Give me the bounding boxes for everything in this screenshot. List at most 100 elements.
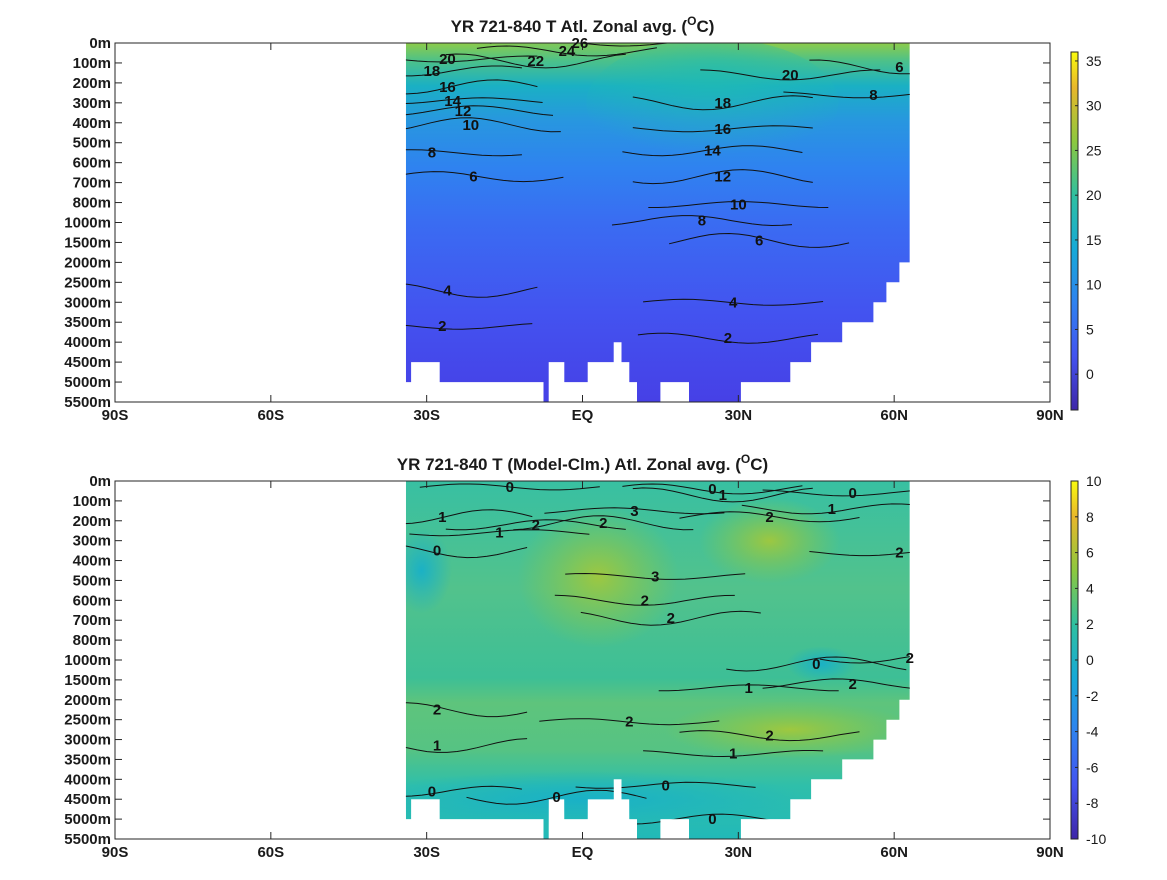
y-tick-label: 4500m: [64, 791, 111, 808]
chart-title-unit: C): [750, 455, 768, 474]
contour-line: [658, 684, 839, 692]
x-tick-label: 30S: [413, 407, 440, 424]
colorbar-tick-label: 30: [1086, 98, 1102, 114]
contour-lines: [405, 483, 910, 825]
contour-label: 3: [651, 568, 659, 585]
contour-label: 8: [698, 213, 706, 230]
y-tick-label: 1500m: [64, 234, 111, 251]
x-tick-label: 60N: [880, 407, 908, 424]
x-tick-label: 90N: [1036, 844, 1064, 861]
contour-label: 8: [428, 145, 436, 162]
y-tick-label: 2500m: [64, 274, 111, 291]
y-tick-label: 3000m: [64, 732, 111, 749]
y-tick-label: 200m: [73, 75, 111, 92]
contour-line: [611, 215, 793, 227]
contour-line: [580, 610, 761, 626]
contour-line: [679, 730, 860, 742]
contour-label: 2: [599, 515, 607, 532]
y-tick-label: 700m: [73, 612, 111, 629]
colorbar-tick-label: 0: [1086, 366, 1094, 382]
contour-label: 2: [765, 728, 773, 745]
contour-line: [409, 529, 590, 537]
x-tick-label: 30S: [413, 844, 440, 861]
colorbar-tick-label: 10: [1086, 473, 1102, 489]
contour-label: 2: [532, 517, 540, 534]
y-tick-label: 600m: [73, 592, 111, 609]
contour-line: [637, 332, 818, 344]
contour-label: 1: [495, 525, 503, 542]
x-tick-label: 30N: [725, 407, 753, 424]
contour-line: [405, 65, 522, 77]
contour-label: 0: [848, 485, 856, 502]
contour-label: 20: [439, 51, 456, 68]
contour-label: 1: [438, 509, 446, 526]
colorbar-tick-label: 5: [1086, 321, 1094, 337]
x-tick-label: 60N: [880, 844, 908, 861]
contour-label: 1: [433, 738, 441, 755]
contour-line: [762, 489, 910, 497]
contour-label: 6: [469, 169, 477, 186]
contour-line: [405, 79, 538, 95]
y-tick-label: 400m: [73, 115, 111, 132]
contour-line: [783, 91, 910, 99]
contour-label: 16: [714, 121, 731, 138]
y-tick-label: 3500m: [64, 751, 111, 768]
contour-line: [513, 515, 694, 531]
chart-title-main: YR 721-840 T (Model-Clm.) Atl. Zonal avg…: [397, 455, 741, 474]
contour-label: 16: [439, 79, 456, 96]
colorbar-tick-label: 25: [1086, 142, 1102, 158]
contour-line: [762, 678, 910, 690]
contour-line: [575, 781, 756, 789]
contour-label: 26: [572, 35, 589, 52]
contour-label: 4: [443, 282, 452, 299]
contour-label: 20: [782, 67, 799, 84]
y-tick-label: 0m: [89, 35, 111, 52]
colorbar-tick-label: -6: [1086, 759, 1099, 775]
contour-label: 2: [906, 650, 914, 667]
colorbar-tick-label: 4: [1086, 580, 1094, 596]
contour-label: 0: [506, 479, 514, 496]
y-tick-label: 2000m: [64, 254, 111, 271]
contour-line: [405, 785, 522, 797]
x-tick-label: EQ: [572, 844, 594, 861]
contour-line: [809, 59, 910, 75]
contour-label: 10: [462, 117, 479, 134]
contour-label: 2: [625, 714, 633, 731]
y-tick-label: 800m: [73, 632, 111, 649]
contour-line: [405, 702, 528, 718]
panel-bottom: 0m 100m 200m 300m 400m 500m 600m 700m 800m 1000m 1…: [64, 452, 1106, 861]
contour-label: 12: [455, 103, 472, 120]
contour-label: 4: [729, 294, 738, 311]
y-tick-label: 400m: [73, 553, 111, 570]
x-tick-label: 60S: [257, 844, 284, 861]
y-tick-label: 500m: [73, 572, 111, 589]
y-tick-label: 3000m: [64, 294, 111, 311]
colorbar-tick-label: 0: [1086, 652, 1094, 668]
colorbar-tick-label: 35: [1086, 53, 1102, 69]
y-tick-label: 4000m: [64, 334, 111, 351]
y-tick-label: 5500m: [64, 831, 111, 848]
colorbar-tick-label: -8: [1086, 795, 1099, 811]
chart-title: YR 721-840 T Atl. Zonal avg. (OC): [451, 14, 715, 36]
y-tick-label: 5500m: [64, 394, 111, 411]
y-tick-label: 300m: [73, 533, 111, 550]
x-tick-label: 60S: [257, 407, 284, 424]
contour-line: [405, 117, 561, 133]
y-tick-label: 100m: [73, 493, 111, 510]
x-tick-label: EQ: [572, 407, 594, 424]
contour-label: 2: [895, 545, 903, 562]
y-tick-label: 3500m: [64, 314, 111, 331]
contour-label: 2: [641, 592, 649, 609]
x-tick-label: 30N: [725, 844, 753, 861]
y-tick-label: 5000m: [64, 374, 111, 391]
colorbar-tick-label: 6: [1086, 545, 1094, 561]
contour-line: [419, 483, 600, 491]
contour-line: [632, 487, 813, 503]
contour-line: [726, 656, 907, 672]
contour-line: [700, 69, 881, 81]
colorbar-tick-label: -10: [1086, 831, 1106, 847]
chart-title: YR 721-840 T (Model-Clm.) Atl. Zonal avg…: [397, 452, 768, 474]
contour-line: [445, 53, 626, 69]
y-tick-label: 600m: [73, 155, 111, 172]
contour-label: 24: [559, 43, 576, 60]
